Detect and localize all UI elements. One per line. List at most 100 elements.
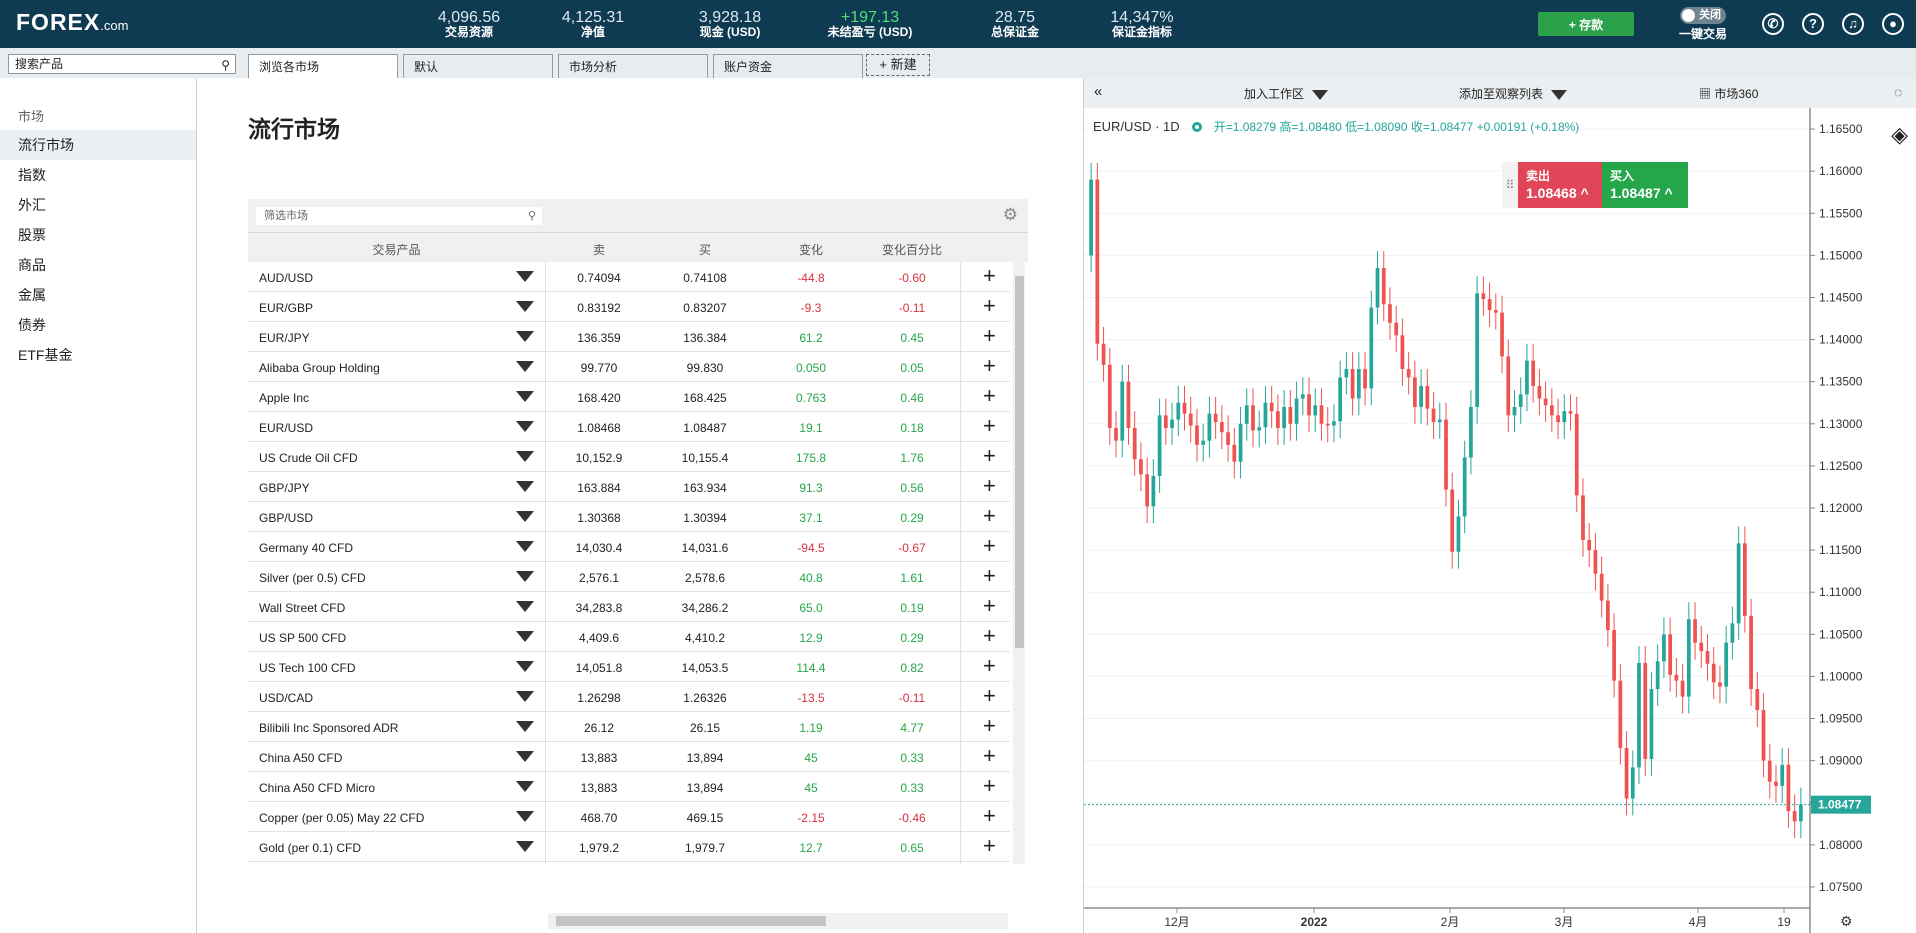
buy-price[interactable]: 1.26326 [683,691,727,705]
row-dropdown-icon[interactable] [516,301,534,312]
product-name[interactable]: Apple Inc [259,391,310,405]
buy-price[interactable]: 2,578.6 [684,571,726,585]
sell-price[interactable]: 468.70 [580,811,618,825]
buy-price[interactable]: 34,286.2 [681,601,729,615]
product-name[interactable]: EUR/JPY [259,331,310,345]
product-name[interactable]: Gold (per 0.1) CFD [259,841,362,855]
sell-price[interactable]: 14,051.8 [575,661,623,675]
sidebar-item-stocks[interactable]: 股票 [18,227,46,243]
add-icon[interactable]: + [983,413,996,438]
tab-default[interactable]: 默认 [403,54,553,78]
sidebar-item-indices[interactable]: 指数 [18,167,46,183]
product-name[interactable]: Bilibili Inc Sponsored ADR [259,721,399,735]
row-dropdown-icon[interactable] [516,541,534,552]
notification-bell-icon[interactable]: ♫ [1842,13,1864,35]
row-dropdown-icon[interactable] [516,691,534,702]
phone-icon[interactable]: ✆ [1762,13,1784,35]
sidebar-item-commodities[interactable]: 商品 [18,257,46,273]
table-row[interactable]: US SP 500 CFD 4,409.6 4,410.2 12.9 0.29 … [248,622,1010,652]
add-icon[interactable]: + [983,743,996,768]
table-row[interactable]: Silver (per 0.5) CFD 2,576.1 2,578.6 40.… [248,562,1010,592]
product-name[interactable]: GBP/JPY [259,481,310,495]
product-name[interactable]: Copper (per 0.05) May 22 CFD [259,811,425,825]
table-row[interactable]: GBP/USD 1.30368 1.30394 37.1 0.29 + [248,502,1010,532]
row-dropdown-icon[interactable] [516,841,534,852]
sell-price[interactable]: 1.08468 [577,421,621,435]
tab-account-funds[interactable]: 账户资金 [713,54,863,78]
row-dropdown-icon[interactable] [516,271,534,282]
forex-logo[interactable]: FOREX.com [16,9,129,35]
search-input[interactable]: 搜索产品 ⚲ [8,54,236,74]
sell-price[interactable]: 4,409.6 [578,631,620,645]
column-header-change-percent[interactable]: 变化百分比 [881,243,942,257]
sidebar-item-etf[interactable]: ETF基金 [18,347,73,363]
add-icon[interactable]: + [983,473,996,498]
new-tab-button[interactable]: + 新建 [866,54,930,76]
add-icon[interactable]: + [983,803,996,828]
table-row[interactable]: Germany 40 CFD 14,030.4 14,031.6 -94.5 -… [248,532,1010,562]
add-icon[interactable]: + [983,593,996,618]
add-icon[interactable]: + [983,833,996,858]
add-icon[interactable]: + [983,683,996,708]
table-row[interactable]: EUR/GBP 0.83192 0.83207 -9.3 -0.11 + [248,292,1010,322]
add-icon[interactable]: + [983,323,996,348]
bell-icon[interactable]: ◌ [1894,84,1903,100]
add-icon[interactable]: + [983,443,996,468]
sell-price[interactable]: 99.770 [580,361,618,375]
add-icon[interactable]: + [983,563,996,588]
price-chart[interactable]: 1.16500 1.16000 1.15500 1.15000 1.14500 1.140… [1084,78,1916,933]
table-row[interactable]: Hong Kong 50 CFD 21,371 21,394 27 0.13 + [248,862,1010,864]
add-icon[interactable]: + [983,383,996,408]
table-row[interactable]: China A50 CFD 13,883 13,894 45 0.33 + [248,742,1010,772]
buy-price[interactable]: 136.384 [683,331,727,345]
row-dropdown-icon[interactable] [516,361,534,372]
column-header-sell[interactable]: 卖 [592,243,605,257]
buy-price[interactable]: 168.425 [683,391,727,405]
product-name[interactable]: Alibaba Group Holding [259,361,380,375]
row-dropdown-icon[interactable] [516,421,534,432]
table-row[interactable]: Gold (per 0.1) CFD 1,979.2 1,979.7 12.7 … [248,832,1010,862]
tab-market-analysis[interactable]: 市场分析 [558,54,708,78]
row-dropdown-icon[interactable] [516,811,534,822]
product-name[interactable]: GBP/USD [259,511,314,525]
product-name[interactable]: AUD/USD [259,271,314,285]
sidebar-item-popular[interactable]: 流行市场 [0,130,196,160]
drag-handle-icon[interactable]: ⠿ [1502,162,1518,208]
product-name[interactable]: US Tech 100 CFD [259,661,356,675]
row-dropdown-icon[interactable] [516,571,534,582]
sell-price[interactable]: 2,576.1 [578,571,620,585]
layers-icon[interactable]: ◈ [1891,122,1908,147]
sell-price[interactable]: 14,030.4 [575,541,623,555]
row-dropdown-icon[interactable] [516,601,534,612]
buy-price[interactable]: 0.74108 [683,271,727,285]
buy-price[interactable]: 10,155.4 [681,451,729,465]
product-name[interactable]: EUR/USD [259,421,314,435]
table-row[interactable]: Copper (per 0.05) May 22 CFD 468.70 469.… [248,802,1010,832]
deposit-button[interactable]: + 存款 [1538,12,1634,36]
table-row[interactable]: China A50 CFD Micro 13,883 13,894 45 0.3… [248,772,1010,802]
add-icon[interactable]: + [983,653,996,678]
row-dropdown-icon[interactable] [516,781,534,792]
help-icon[interactable]: ? [1802,13,1824,35]
row-dropdown-icon[interactable] [516,391,534,402]
sell-price[interactable]: 13,883 [580,751,618,765]
column-header-product[interactable]: 交易产品 [372,243,421,257]
collapse-chevron-icon[interactable]: « [1094,83,1103,100]
sell-price[interactable]: 10,152.9 [575,451,623,465]
table-row[interactable]: US Tech 100 CFD 14,051.8 14,053.5 114.4 … [248,652,1010,682]
buy-price[interactable]: 14,053.5 [681,661,729,675]
buy-price[interactable]: 13,894 [686,781,724,795]
tab-browse-markets[interactable]: 浏览各市场 [248,54,398,78]
product-name[interactable]: China A50 CFD [259,751,343,765]
add-icon[interactable]: + [983,353,996,378]
buy-price[interactable]: 99.830 [686,361,724,375]
column-header-change[interactable]: 变化 [798,243,823,257]
add-to-watchlist-button[interactable]: 添加至观察列表 [1459,85,1568,102]
product-name[interactable]: China A50 CFD Micro [259,781,376,795]
add-icon[interactable]: + [983,293,996,318]
row-dropdown-icon[interactable] [516,721,534,732]
filter-input[interactable]: 筛选市场 ⚲ [256,207,542,225]
table-row[interactable]: USD/CAD 1.26298 1.26326 -13.5 -0.11 + [248,682,1010,712]
add-icon[interactable]: + [983,713,996,738]
row-dropdown-icon[interactable] [516,451,534,462]
